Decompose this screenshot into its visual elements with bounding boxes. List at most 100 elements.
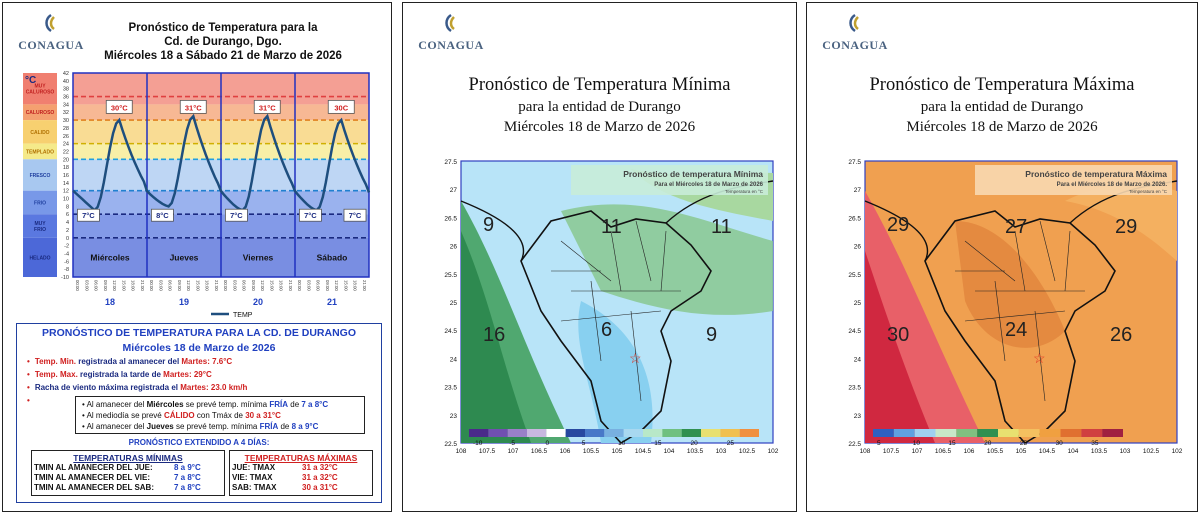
page-date: Miércoles 18 de Marzo de 2026 <box>503 119 696 135</box>
zone-label: CALIDO <box>30 130 49 136</box>
zone-swatch <box>23 104 57 121</box>
hour-tick: 12:00 <box>334 280 339 291</box>
colorbar-label: 20 <box>984 440 992 447</box>
y-tick-label: 24.5 <box>444 328 457 335</box>
x-tick-label: 105.5 <box>583 448 600 455</box>
svg-text:8°C: 8°C <box>156 211 169 220</box>
legend-label: TEMP <box>233 312 253 319</box>
hour-tick: 12:00 <box>112 280 117 291</box>
max-temp-map: Pronóstico de temperatura Máxima Para el … <box>848 159 1183 455</box>
warm-zone-northeast <box>1065 184 1177 261</box>
hour-tick: 12:00 <box>260 280 265 291</box>
zone-label: MUY <box>34 221 46 227</box>
colorbar-segment <box>585 429 605 437</box>
min-temp-label: 7°C <box>77 208 100 222</box>
hour-tick: 18:00 <box>353 280 358 291</box>
hour-tick: 09:00 <box>177 280 182 291</box>
municipal-boundaries <box>551 220 681 402</box>
colorbar-segment <box>935 429 957 437</box>
y-tick-label: 28 <box>63 126 69 132</box>
y-tick-label: 23 <box>854 413 862 420</box>
x-tick-label: 106 <box>560 448 571 455</box>
colorbar-segment <box>977 429 998 437</box>
day-label: Jueves <box>170 252 199 262</box>
hour-tick: 03:00 <box>158 280 163 291</box>
y-tick-label: 8 <box>66 204 69 210</box>
svg-text:7°C: 7°C <box>349 211 362 220</box>
x-tick-label: 104.5 <box>635 448 652 455</box>
warm-zone-center <box>955 221 1065 348</box>
hour-tick: 12:00 <box>186 280 191 291</box>
y-tick-label: 26.5 <box>444 215 457 222</box>
colorbar-segment <box>1102 429 1123 437</box>
colorbar-segment <box>701 429 721 437</box>
y-tick-label: 32 <box>63 110 69 116</box>
map-unit: Temperatura en °C <box>725 189 764 194</box>
very-hot-zone-west <box>865 251 935 443</box>
header-line-2: Cd. de Durango, Dgo. <box>164 36 282 48</box>
colorbar-segment <box>1060 429 1082 437</box>
y-tick-label: 27.5 <box>444 159 457 166</box>
record-wind: • Racha de viento máxima registrada el Ma… <box>27 383 248 392</box>
hour-tick: 06:00 <box>242 280 247 291</box>
page-date: Miércoles 18 de Marzo de 2026 <box>906 119 1098 135</box>
zone-label: FRIO <box>34 200 46 206</box>
x-tick-label: 106.5 <box>935 448 952 455</box>
colorbar-label: 25 <box>727 440 735 447</box>
zone-label: CALUROSO <box>26 110 55 116</box>
y-tick-label: 26 <box>450 244 458 251</box>
min-temp-label: 7°C <box>225 208 248 222</box>
colorbar-label: 10 <box>913 440 921 447</box>
hour-tick: 06:00 <box>168 280 173 291</box>
page-subtitle: para la entidad de Durango <box>920 99 1084 115</box>
colorbar-label: 15 <box>948 440 956 447</box>
zone-label: MUY <box>34 84 46 90</box>
hour-tick: 15:00 <box>269 280 274 291</box>
y-tick-label: 25.5 <box>444 272 457 279</box>
x-tick-label: 102 <box>1172 448 1183 455</box>
y-tick-label: 2 <box>66 228 69 234</box>
y-tick-label: 26 <box>63 134 69 140</box>
x-tick-label: 104 <box>1068 448 1079 455</box>
y-tick-label: 26 <box>854 244 862 251</box>
colorbar-label: 35 <box>1091 440 1099 447</box>
hour-tick: 18:00 <box>279 280 284 291</box>
zone-label: FRIO <box>34 227 46 233</box>
hour-tick: 21:00 <box>214 280 219 291</box>
y-tick-label: 22.5 <box>848 441 861 448</box>
hour-tick: 15:00 <box>121 280 126 291</box>
x-tick-label: 107 <box>912 448 923 455</box>
extended-forecast-title: PRONÓSTICO EXTENDIDO A 4 DÍAS: <box>128 438 270 447</box>
min-temp-map-panel: CONAGUA Pronóstico de Temperatura Mínima… <box>402 2 797 512</box>
hour-tick: 15:00 <box>343 280 348 291</box>
map-unit: Temperatura en °C <box>1129 189 1168 194</box>
colorbar-segment <box>507 429 527 437</box>
map-title: Pronóstico de temperatura Mínima <box>623 169 763 179</box>
table-row: TMIN AL AMANECER DEL SAB: 7 a 8°C <box>34 483 201 492</box>
colorbar-label: 0 <box>546 440 550 447</box>
temperature-curve <box>72 113 371 213</box>
svg-text:30°C: 30°C <box>111 103 128 112</box>
zone-label: CALUROSO <box>26 90 55 96</box>
min-temp-label: 7°C <box>343 208 367 222</box>
contour-value: 30 <box>887 324 909 346</box>
zone-label: TEMPLADO <box>26 149 54 155</box>
y-tick-label: -2 <box>64 244 69 250</box>
zone-label: HELADO <box>29 255 50 261</box>
table-row: SAB: TMAX 30 a 31°C <box>232 483 338 492</box>
colorbar-segment <box>488 429 508 437</box>
hour-tick: 21:00 <box>362 280 367 291</box>
day-label: Miércoles <box>90 252 129 262</box>
x-tick-label: 102 <box>768 448 779 455</box>
map-title-box <box>975 165 1172 195</box>
unit-label: °C <box>25 75 36 86</box>
hour-tick: 18:00 <box>205 280 210 291</box>
map-title-box <box>571 165 768 195</box>
summary-title: PRONÓSTICO DE TEMPERATURA PARA LA CD. DE… <box>41 327 357 339</box>
page-title: Pronóstico de Temperatura Mínima <box>468 75 731 95</box>
x-tick-label: 103 <box>1120 448 1131 455</box>
min-temp-label: 7°C <box>299 208 322 222</box>
y-tick-label: 25 <box>450 300 458 307</box>
hour-tick: 09:00 <box>251 280 256 291</box>
zone-swatch <box>23 120 57 144</box>
